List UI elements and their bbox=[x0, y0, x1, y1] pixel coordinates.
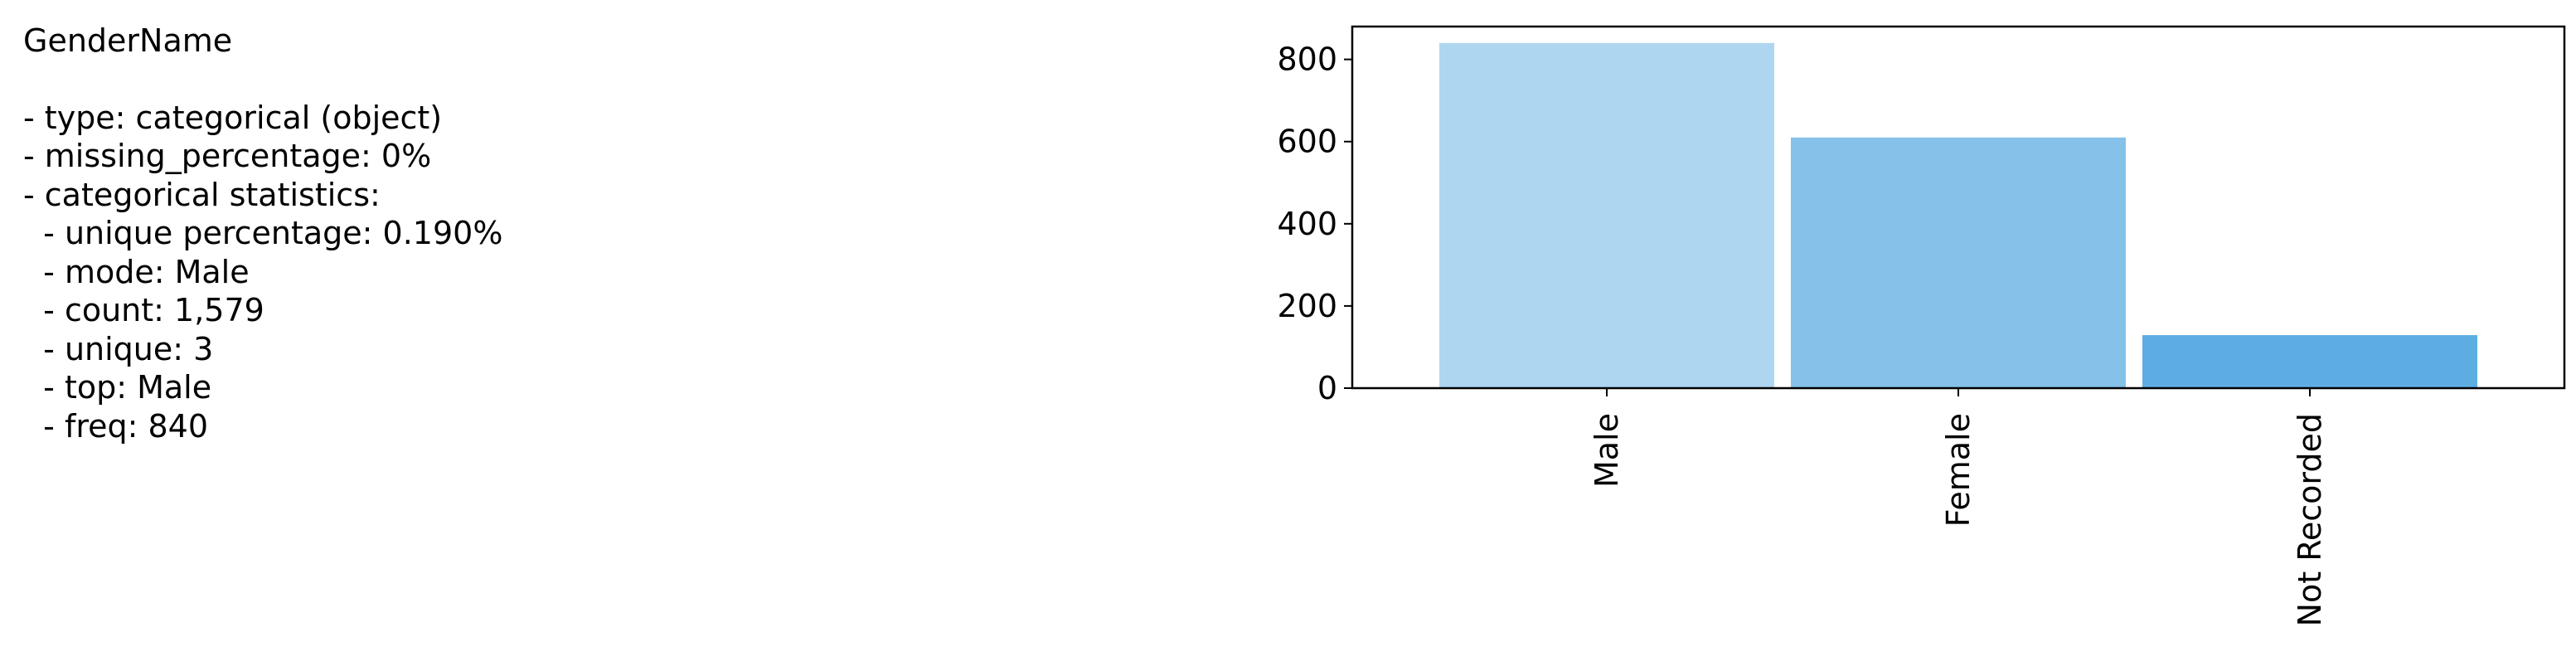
stat-line: - missing_percentage: 0% bbox=[23, 138, 432, 174]
y-tick-label: 0 bbox=[1317, 370, 1337, 406]
stat-line: - mode: Male bbox=[23, 253, 250, 290]
stat-line: - count: 1,579 bbox=[23, 292, 264, 328]
stat-line: - unique percentage: 0.190% bbox=[23, 215, 503, 251]
bar bbox=[1791, 137, 2126, 389]
y-tick-label: 600 bbox=[1277, 124, 1337, 160]
bar bbox=[1439, 42, 1774, 389]
y-tick-label: 200 bbox=[1277, 288, 1337, 324]
y-tick-label: 800 bbox=[1277, 41, 1337, 78]
stat-line: - type: categorical (object) bbox=[23, 99, 443, 136]
stat-line: - categorical statistics: bbox=[23, 176, 381, 213]
column-stats-panel: GenderName - type: categorical (object) … bbox=[23, 22, 502, 445]
stat-line: - unique: 3 bbox=[23, 330, 214, 367]
bar bbox=[2142, 335, 2477, 388]
x-tick-label: Male bbox=[1589, 413, 1625, 488]
x-tick-label: Female bbox=[1940, 413, 1977, 527]
plot-frame bbox=[1351, 25, 2566, 390]
y-tick-label: 400 bbox=[1277, 206, 1337, 242]
stat-line: - top: Male bbox=[23, 369, 212, 406]
x-tick-label: Not Recorded bbox=[2292, 413, 2328, 626]
stat-line: - freq: 840 bbox=[23, 407, 209, 445]
column-name: GenderName bbox=[23, 22, 233, 59]
